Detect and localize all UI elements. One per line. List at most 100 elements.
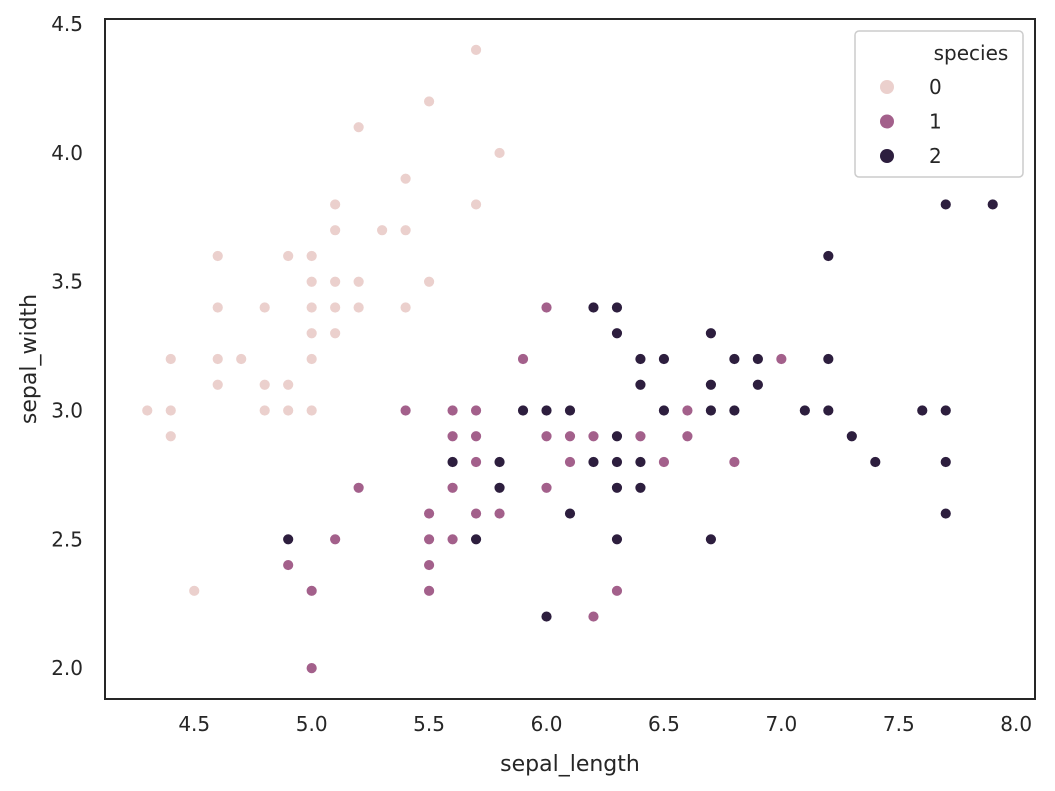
point-species-2-14: [611, 430, 623, 443]
point-species-0-5: [211, 250, 224, 262]
point-species-1-23: [564, 430, 576, 443]
point-species-1-27: [611, 584, 623, 597]
point-species-2-21: [634, 481, 647, 494]
point-species-1-1: [305, 584, 318, 597]
point-species-2-29: [728, 404, 741, 417]
point-species-2-3: [493, 456, 506, 468]
point-species-1-17: [470, 507, 482, 520]
point-species-1-4: [352, 481, 365, 494]
legend-box: [854, 30, 1024, 178]
legend-label-0: 0: [929, 75, 942, 99]
point-species-1-29: [658, 456, 670, 468]
point-species-1-13: [446, 533, 459, 546]
point-species-1-3: [329, 533, 342, 546]
point-species-1-31: [681, 430, 694, 443]
point-species-1-18: [493, 507, 506, 520]
point-species-2-19: [634, 378, 647, 391]
point-species-2-13: [611, 327, 623, 340]
point-species-2-26: [705, 404, 717, 417]
y-tick-label: 3.0: [51, 399, 83, 423]
point-species-0-34: [423, 95, 435, 108]
point-species-0-28: [352, 275, 365, 288]
y-tick-label: 2.5: [51, 527, 83, 551]
point-species-2-10: [587, 301, 600, 314]
point-species-0-10: [258, 301, 271, 314]
points-layer: [141, 44, 999, 674]
x-tick-label: 6.0: [531, 712, 563, 736]
point-species-1-30: [681, 404, 694, 417]
point-species-2-15: [611, 456, 623, 468]
point-species-0-25: [329, 301, 342, 314]
point-species-2-4: [493, 481, 506, 494]
point-species-0-17: [305, 275, 318, 288]
point-species-2-20: [634, 456, 647, 468]
point-species-1-2: [305, 662, 318, 674]
x-axis-ticks: 4.5 5.0 5.5 6.0 6.5 7.0 7.5 8.0: [178, 712, 1032, 736]
point-species-1-9: [423, 584, 435, 597]
point-species-2-27: [705, 533, 717, 546]
x-tick-label: 7.0: [765, 712, 797, 736]
y-tick-label: 2.0: [51, 656, 83, 680]
point-species-0-31: [399, 172, 412, 185]
x-tick-label: 8.0: [1000, 712, 1032, 736]
point-species-2-22: [658, 353, 670, 365]
point-species-0-9: [235, 353, 248, 365]
point-species-2-35: [822, 404, 835, 417]
point-species-1-32: [728, 456, 741, 468]
point-species-0-26: [329, 327, 342, 340]
point-species-1-22: [540, 481, 553, 494]
point-species-0-27: [352, 121, 365, 134]
point-species-2-23: [658, 404, 670, 417]
point-species-0-8: [211, 378, 224, 391]
point-species-1-6: [423, 507, 435, 520]
point-species-2-40: [939, 404, 952, 417]
point-species-0-16: [305, 250, 318, 262]
point-species-0-12: [258, 404, 271, 417]
point-species-2-39: [939, 198, 952, 211]
point-species-2-12: [611, 301, 623, 314]
x-tick-label: 4.5: [178, 712, 210, 736]
point-species-0-0: [141, 404, 154, 417]
point-species-1-33: [775, 353, 788, 365]
point-species-1-25: [587, 430, 600, 443]
plot-frame: [104, 18, 1036, 700]
point-species-2-0: [282, 533, 295, 546]
y-tick-label: 4.0: [51, 141, 83, 165]
y-axis-label: sepal_width: [17, 294, 42, 424]
legend-label-2: 2: [929, 144, 942, 168]
point-species-0-36: [470, 44, 482, 56]
point-species-2-9: [564, 507, 576, 520]
point-species-0-2: [164, 404, 177, 417]
point-species-0-32: [399, 224, 412, 237]
point-species-0-14: [282, 378, 295, 391]
point-species-1-14: [470, 404, 482, 417]
point-species-2-28: [728, 353, 741, 365]
point-species-1-11: [446, 430, 459, 443]
point-species-2-42: [939, 507, 952, 520]
point-species-0-15: [282, 404, 295, 417]
point-species-2-7: [540, 610, 553, 623]
point-species-1-0: [282, 559, 295, 571]
legend-label-1: 1: [929, 110, 942, 134]
point-species-2-6: [540, 404, 553, 417]
point-species-0-4: [188, 584, 201, 597]
x-tick-label: 6.5: [648, 712, 680, 736]
point-species-2-24: [705, 327, 717, 340]
point-species-0-11: [258, 378, 271, 391]
y-axis-ticks: 2.0 2.5 3.0 3.5 4.0 4.5: [51, 12, 83, 680]
point-species-0-21: [305, 404, 318, 417]
point-species-2-34: [822, 353, 835, 365]
point-species-1-7: [423, 533, 435, 546]
point-species-0-30: [376, 224, 389, 237]
point-species-2-32: [798, 404, 811, 417]
point-species-2-43: [986, 198, 999, 211]
point-species-0-20: [305, 353, 318, 365]
legend-marker-1: [880, 114, 894, 129]
point-species-0-33: [399, 301, 412, 314]
legend-title: species: [934, 41, 1009, 65]
point-species-2-30: [751, 353, 764, 365]
point-species-2-8: [564, 404, 576, 417]
legend-marker-0: [880, 80, 894, 94]
legend-marker-2: [880, 149, 894, 163]
point-species-0-7: [211, 353, 224, 365]
